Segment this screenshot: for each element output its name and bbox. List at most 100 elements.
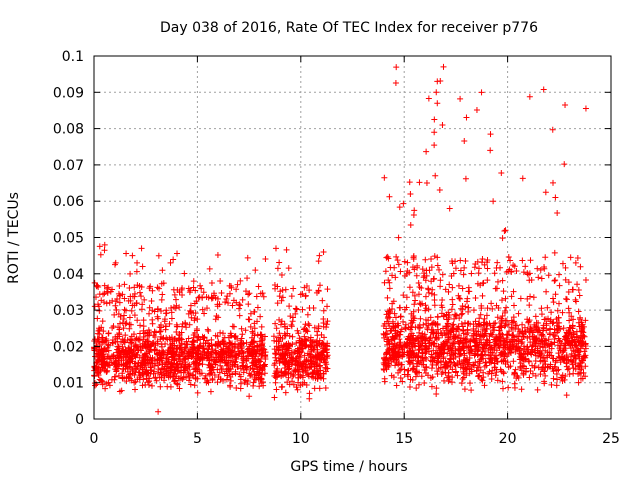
data-point	[200, 289, 207, 296]
data-point	[477, 333, 484, 340]
data-point	[381, 375, 388, 382]
data-point	[459, 327, 466, 334]
data-point	[468, 346, 475, 353]
data-point	[399, 378, 406, 385]
data-point	[489, 327, 496, 334]
data-point	[127, 364, 134, 371]
data-point	[452, 311, 459, 318]
data-point	[577, 316, 584, 323]
data-point	[133, 352, 140, 359]
data-point	[140, 317, 147, 324]
data-point	[505, 253, 512, 260]
data-point	[323, 361, 330, 368]
y-axis: 0 0.01 0.02 0.03 0.04 0.05 0.06 0.07 0.08 0.09 0.1	[53, 49, 611, 428]
data-point	[108, 376, 115, 383]
data-point	[529, 343, 536, 350]
data-point	[159, 291, 166, 298]
data-point	[187, 381, 194, 388]
data-point	[285, 366, 292, 373]
data-point	[472, 318, 479, 325]
data-point	[180, 369, 187, 376]
y-axis-title: ROTI / TECUs	[6, 192, 22, 284]
data-point	[569, 334, 576, 341]
data-point	[555, 300, 562, 307]
data-point	[459, 343, 466, 350]
data-point	[386, 285, 393, 292]
data-point	[405, 352, 412, 359]
data-point	[306, 322, 313, 329]
data-point	[146, 343, 153, 350]
data-point	[471, 362, 478, 369]
data-point	[116, 349, 123, 356]
data-point	[232, 358, 239, 365]
data-point	[158, 341, 165, 348]
data-point	[191, 315, 198, 322]
data-point	[142, 360, 149, 367]
data-point	[271, 360, 278, 367]
data-point	[471, 352, 478, 359]
data-point	[127, 355, 134, 362]
data-point	[479, 292, 486, 299]
data-point	[237, 380, 244, 387]
data-point	[540, 324, 547, 331]
data-point	[288, 361, 295, 368]
data-point	[491, 270, 498, 277]
data-point	[442, 286, 449, 293]
data-point	[245, 301, 252, 308]
data-point	[151, 328, 158, 335]
data-point	[161, 316, 168, 323]
data-point	[535, 274, 542, 281]
data-point	[240, 357, 247, 364]
data-point	[513, 322, 520, 329]
data-point	[445, 373, 452, 380]
data-point	[536, 350, 543, 357]
data-point	[464, 295, 471, 302]
data-point	[520, 269, 527, 276]
data-point	[565, 288, 572, 295]
data-point	[431, 291, 438, 298]
data-point	[231, 333, 238, 340]
data-point	[445, 288, 452, 295]
data-point-notable	[272, 245, 279, 252]
data-point	[550, 299, 557, 306]
data-point	[212, 341, 219, 348]
data-point	[277, 321, 284, 328]
data-point	[493, 285, 500, 292]
data-point	[223, 359, 230, 366]
data-point	[288, 323, 295, 330]
data-point	[110, 353, 117, 360]
data-point	[388, 358, 395, 365]
data-point	[384, 253, 391, 260]
data-point	[199, 306, 206, 313]
data-point	[498, 170, 505, 177]
data-point	[103, 380, 110, 387]
data-point	[104, 367, 111, 374]
data-point	[313, 361, 320, 368]
data-point	[419, 266, 426, 273]
data-point	[99, 318, 106, 325]
data-point	[449, 260, 456, 267]
data-point	[284, 325, 291, 332]
data-point	[425, 317, 432, 324]
data-point	[106, 382, 113, 389]
data-point	[129, 252, 136, 259]
y-tick-label: 0	[75, 412, 84, 428]
data-point	[542, 347, 549, 354]
data-point	[123, 250, 130, 257]
data-point	[403, 342, 410, 349]
data-point	[477, 311, 484, 318]
data-point	[169, 340, 176, 347]
data-point	[582, 277, 589, 284]
data-point	[505, 351, 512, 358]
data-point	[198, 285, 205, 292]
data-point	[499, 313, 506, 320]
data-point	[401, 258, 408, 265]
data-point	[314, 328, 321, 335]
data-point-notable	[320, 249, 327, 256]
data-point	[118, 355, 125, 362]
data-point	[410, 254, 417, 261]
data-point	[422, 302, 429, 309]
data-point	[475, 265, 482, 272]
data-point	[541, 368, 548, 375]
data-point	[550, 295, 557, 302]
